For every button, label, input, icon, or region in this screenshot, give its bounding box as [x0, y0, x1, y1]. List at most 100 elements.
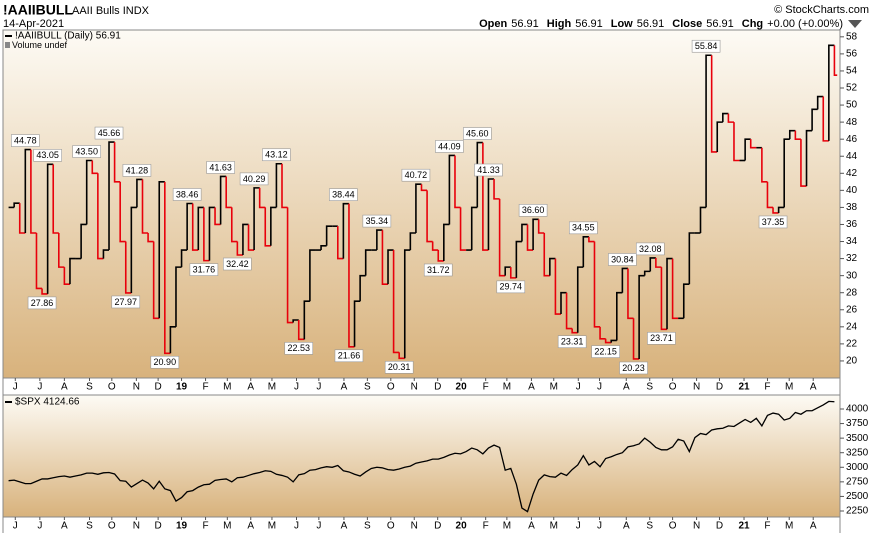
x-tick-label: S	[646, 382, 653, 393]
step-segment	[270, 206, 277, 246]
step-segment	[470, 206, 478, 251]
step-segment	[604, 338, 612, 344]
step-segment	[348, 203, 355, 348]
label-box	[262, 148, 291, 162]
label-box	[518, 204, 548, 217]
step-segment	[320, 244, 327, 251]
quote-value: 56.91	[706, 18, 734, 30]
label-box	[384, 360, 414, 374]
step-segment	[403, 249, 411, 359]
legend-label: $SPX 4124.66	[15, 397, 80, 408]
step-segment	[811, 108, 818, 131]
x-tick-label: J	[37, 382, 42, 393]
step-segment	[688, 232, 695, 285]
y-tick-label: 28	[846, 287, 858, 298]
step-segment	[705, 54, 712, 208]
x-tick-label: D	[434, 382, 441, 393]
y-tick-label: 20	[846, 356, 858, 367]
step-segment	[415, 183, 422, 233]
data-label: 34.55	[572, 223, 595, 233]
step-segment	[431, 241, 439, 251]
step-segment	[147, 233, 154, 243]
symbol: !AAIIBULL	[3, 2, 73, 18]
step-segment	[671, 258, 679, 320]
x-tick-label: D	[716, 521, 723, 532]
data-label: 22.15	[594, 346, 617, 356]
step-segment	[610, 339, 617, 343]
x-tick-label: M	[550, 521, 558, 532]
label-box	[362, 214, 392, 228]
quote-label: Close	[672, 18, 702, 30]
plot-area	[2, 394, 841, 518]
label-box	[608, 253, 637, 266]
x-tick-label: O	[387, 521, 395, 532]
x-tick-label: N	[693, 521, 700, 532]
data-label: 45.60	[466, 128, 489, 138]
y-tick-label: 58	[846, 31, 858, 42]
label-box	[329, 188, 358, 201]
data-label: 43.05	[36, 150, 59, 160]
quote-label: Open	[479, 18, 507, 30]
quote-label: High	[547, 18, 572, 30]
step-segment	[805, 129, 813, 187]
x-tick-label: M	[268, 521, 276, 532]
step-segment	[286, 207, 294, 324]
step-segment	[454, 155, 461, 209]
step-segment	[627, 268, 634, 320]
step-segment	[616, 291, 623, 341]
y-tick-label: 44	[846, 151, 858, 162]
label-box	[496, 280, 526, 294]
step-segment	[515, 240, 522, 278]
step-segment	[537, 219, 545, 234]
step-segment	[621, 267, 628, 293]
dropdown-icon[interactable]	[848, 20, 862, 28]
data-label: 38.44	[332, 190, 355, 200]
step-segment	[476, 141, 483, 208]
step-segment	[80, 223, 87, 259]
x-tick-label: M	[223, 382, 231, 393]
legend-label: !AAIIBULL (Daily) 56.91	[15, 31, 121, 42]
x-tick-label: M	[223, 521, 231, 532]
data-label: 36.60	[522, 205, 545, 215]
data-label: 41.33	[477, 165, 500, 175]
step-segment	[487, 178, 495, 251]
step-segment	[498, 198, 506, 277]
step-segment	[197, 206, 204, 251]
step-segment	[560, 291, 567, 315]
label-box	[462, 127, 492, 140]
step-segment	[108, 141, 115, 251]
x-tick-label: 20	[456, 382, 468, 393]
quote-value: +0.00 (+0.00%)	[767, 18, 843, 30]
step-segment	[91, 160, 98, 175]
step-segment	[772, 207, 779, 214]
step-segment	[325, 225, 333, 246]
label-box	[223, 257, 252, 271]
x-tick-label: A	[623, 521, 630, 532]
x-tick-label: D	[434, 521, 441, 532]
step-segment	[699, 206, 707, 233]
data-label: 45.66	[98, 128, 121, 138]
step-segment	[309, 249, 316, 302]
step-segment	[214, 207, 221, 226]
step-segment	[682, 283, 690, 319]
data-label: 32.42	[226, 259, 249, 269]
step-segment	[571, 328, 578, 334]
step-segment	[203, 207, 210, 262]
data-label: 27.86	[31, 298, 54, 308]
x-tick-label: O	[669, 521, 677, 532]
x-tick-label: A	[528, 521, 535, 532]
label-box	[111, 295, 141, 309]
label-box	[122, 164, 152, 177]
data-label: 23.71	[650, 333, 673, 343]
legend-note: Volume undef	[12, 40, 68, 50]
label-box	[11, 134, 40, 147]
step-segment	[727, 113, 734, 123]
step-segment	[783, 138, 790, 208]
data-label: 41.28	[126, 165, 149, 175]
step-segment	[387, 249, 394, 285]
step-segment	[638, 274, 645, 359]
step-segment	[521, 223, 528, 242]
x-tick-label: M	[785, 382, 793, 393]
x-tick-label: S	[646, 521, 653, 532]
